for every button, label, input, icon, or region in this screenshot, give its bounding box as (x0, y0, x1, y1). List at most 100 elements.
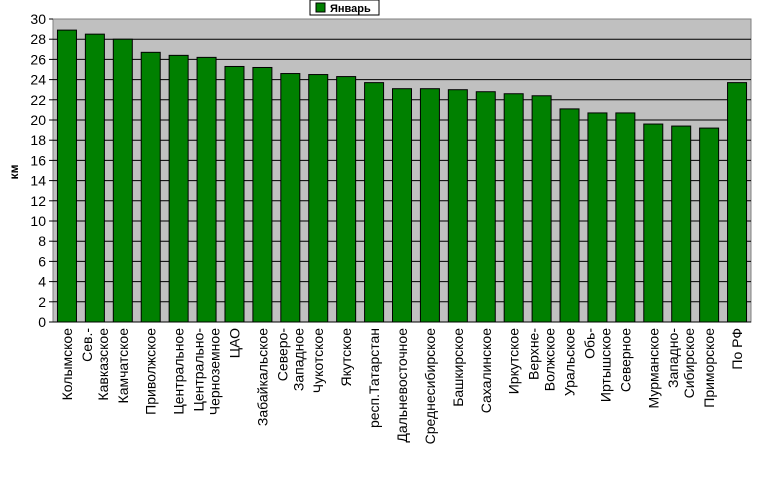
x-category-label-line: Черноземное (207, 328, 223, 415)
bar[interactable] (727, 82, 748, 323)
legend[interactable]: Январь (309, 0, 380, 16)
y-tick-label: 0 (38, 314, 46, 330)
x-category-label-line: Уральское (562, 328, 578, 396)
bar[interactable] (84, 33, 105, 323)
bar[interactable] (280, 73, 301, 323)
bars-group (56, 29, 748, 323)
x-category-label-line: Якутское (338, 328, 354, 387)
bar[interactable] (559, 108, 580, 323)
bar[interactable] (699, 127, 720, 323)
x-category-label-line: Дальневосточное (394, 328, 410, 443)
y-tick-label: 22 (30, 92, 46, 108)
x-category-label-line: Волжское (542, 328, 558, 391)
x-category-label: Приволжское (143, 328, 159, 415)
y-tick-label: 26 (30, 51, 46, 67)
x-category-label: Центральное (171, 328, 187, 415)
bar[interactable] (531, 95, 552, 323)
x-category-label: Дальневосточное (394, 328, 410, 443)
x-category-label-line: Сахалинское (478, 328, 494, 413)
x-category-label-line: Западно- (665, 328, 681, 388)
bar[interactable] (252, 66, 273, 323)
x-category-label-line: Забайкальское (254, 328, 270, 426)
y-tick-label: 10 (30, 213, 46, 229)
x-category-label: респ.Татарстан (366, 328, 382, 428)
x-category-label-line: Мурманское (645, 328, 661, 409)
x-category-label-line: Иртышское (597, 328, 613, 402)
x-category-label: Иркутское (506, 328, 522, 394)
x-category-label: Обь- Иртышское (581, 328, 613, 402)
legend-box (309, 0, 380, 16)
y-tick-label: 14 (30, 173, 46, 189)
x-category-label: Западно- Сибирское (665, 328, 697, 399)
x-category-label: Северное (617, 328, 633, 392)
x-category-label-line: Кавказское (95, 328, 111, 401)
bar[interactable] (224, 65, 245, 323)
x-category-label: Уральское (562, 328, 578, 396)
y-tick-label: 16 (30, 152, 46, 168)
x-category-label-line: По РФ (729, 328, 745, 370)
y-tick-label: 12 (30, 193, 46, 209)
bar[interactable] (503, 93, 524, 323)
y-tick-label: 4 (38, 274, 46, 290)
legend-swatch (315, 2, 326, 13)
x-category-label-line: Обь- (581, 328, 597, 359)
x-category-label-line: ЦАО (226, 328, 242, 358)
bar[interactable] (643, 123, 664, 323)
x-category-label: Колымское (59, 328, 75, 401)
bar[interactable] (336, 76, 357, 323)
x-category-label-line: респ.Татарстан (366, 328, 382, 428)
bar[interactable] (112, 38, 133, 323)
x-category-label-line: Сев.- (79, 328, 95, 362)
bar[interactable] (419, 88, 440, 323)
x-category-label-line: Северо- (274, 328, 290, 382)
x-category-label-line: Колымское (59, 328, 75, 401)
x-category-label-line: Иркутское (506, 328, 522, 394)
x-category-label: Якутское (338, 328, 354, 387)
y-tick-label: 2 (38, 294, 46, 310)
y-tick-label: 6 (38, 253, 46, 269)
bar[interactable] (475, 91, 496, 323)
x-category-label-line: Сибирское (681, 328, 697, 399)
x-category-label-line: Чукотское (310, 328, 326, 393)
x-category-label: Башкирское (450, 328, 466, 407)
x-category-label-line: Камчатское (115, 328, 131, 404)
bar[interactable] (392, 88, 412, 323)
x-category-label-line: Центральное (171, 328, 187, 415)
x-category-label-line: Приморское (701, 328, 717, 408)
x-category-label-line: Башкирское (450, 328, 466, 407)
bar[interactable] (56, 29, 77, 323)
y-tick-label: 20 (30, 112, 46, 128)
y-tick-label: 18 (30, 132, 46, 148)
x-category-label: Среднесибирское (422, 328, 438, 445)
bar[interactable] (615, 112, 636, 323)
y-tick-label: 24 (30, 72, 46, 88)
x-category-label-line: Приволжское (143, 328, 159, 415)
x-category-label: Мурманское (645, 328, 661, 409)
bar[interactable] (364, 82, 385, 323)
y-tick-label: 28 (30, 31, 46, 47)
bar[interactable] (196, 56, 217, 323)
y-tick-label: 8 (38, 233, 46, 249)
bar[interactable] (447, 89, 468, 323)
x-category-label-line: Центрально- (191, 328, 207, 412)
x-category-label: ЦАО (226, 328, 242, 358)
x-axis-labels: Колымское Сев.- Кавказское Камчатское Привол… (59, 328, 745, 445)
x-category-label: Камчатское (115, 328, 131, 404)
x-category-label-line: Среднесибирское (422, 328, 438, 445)
y-tick-label: 30 (30, 11, 46, 27)
bar[interactable] (308, 74, 329, 323)
bar[interactable] (587, 112, 608, 323)
x-category-label-line: Западное (290, 328, 306, 391)
bar[interactable] (671, 125, 692, 323)
x-category-label-line: Северное (617, 328, 633, 392)
x-category-label: Сахалинское (478, 328, 494, 413)
bar[interactable] (168, 54, 189, 323)
x-category-label: Чукотское (310, 328, 326, 393)
x-category-label-line: Верхне- (526, 328, 542, 380)
y-axis-title: км (7, 164, 21, 179)
x-category-label: Северо- Западное (274, 328, 306, 391)
bar[interactable] (140, 51, 161, 323)
legend-series-label: Январь (330, 3, 371, 15)
